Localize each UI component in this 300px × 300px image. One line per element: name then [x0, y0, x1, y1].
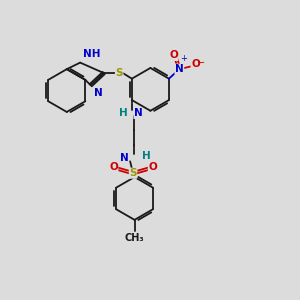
- Text: N: N: [94, 88, 102, 98]
- Text: NH: NH: [82, 49, 100, 59]
- Text: O: O: [169, 50, 178, 61]
- Text: H: H: [119, 108, 128, 118]
- Text: O: O: [191, 59, 200, 69]
- Text: S: S: [129, 168, 137, 178]
- Text: S: S: [116, 68, 123, 78]
- Text: N: N: [120, 153, 129, 163]
- Text: N: N: [175, 64, 184, 74]
- Text: N: N: [134, 108, 143, 118]
- Text: −: −: [197, 58, 206, 68]
- Text: +: +: [180, 54, 187, 63]
- Text: CH₃: CH₃: [125, 233, 144, 243]
- Text: O: O: [148, 162, 157, 172]
- Text: O: O: [109, 162, 118, 172]
- Text: H: H: [142, 151, 151, 161]
